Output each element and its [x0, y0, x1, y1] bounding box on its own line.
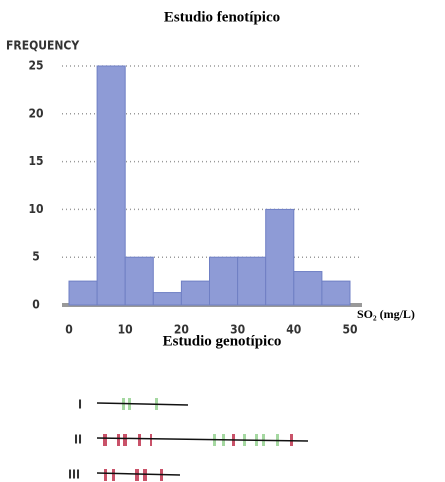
x-axis-label: SO₂ (mg/L) — [357, 307, 415, 321]
bar — [210, 257, 238, 305]
x-tick-label: 40 — [286, 323, 301, 337]
bar — [266, 209, 294, 305]
x-tick-label: 20 — [174, 323, 189, 337]
row-label: I — [78, 398, 82, 412]
bar — [181, 281, 209, 305]
gel: I II III — [68, 398, 308, 482]
y-tick-label: 25 — [28, 59, 43, 73]
x-tick-label: 30 — [230, 323, 245, 337]
bar — [322, 281, 350, 305]
bar — [294, 272, 322, 305]
y-axis-label: FREQUENCY — [6, 39, 79, 53]
x-tick-label: 0 — [65, 323, 73, 337]
bar — [238, 257, 266, 305]
x-tick-label: 10 — [118, 323, 133, 337]
y-tick-label: 20 — [28, 106, 43, 120]
bar — [97, 66, 125, 305]
row-label: III — [68, 468, 80, 482]
bar — [125, 257, 153, 305]
y-tick-label: 0 — [32, 298, 40, 312]
y-tick-label: 10 — [28, 202, 43, 216]
y-tick-label: 5 — [32, 250, 40, 264]
row-label: II — [74, 433, 82, 447]
y-tick-label: 15 — [28, 154, 43, 168]
chart-title: Estudio fenotípico — [164, 9, 280, 25]
x-tick-label: 50 — [342, 323, 357, 337]
bar — [69, 281, 97, 305]
page: Estudio fenotípico FREQUENCY SO₂ (mg/L) … — [0, 0, 445, 482]
bar — [153, 293, 181, 305]
